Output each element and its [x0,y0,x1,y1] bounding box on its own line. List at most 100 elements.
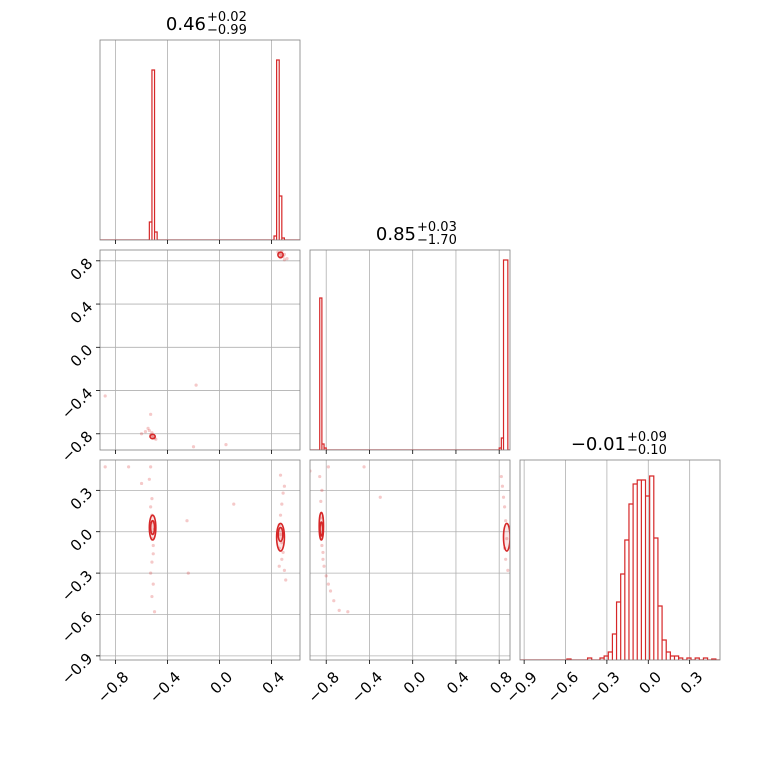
sample-point [281,550,285,555]
x-tick-label: −0.8 [94,668,132,706]
sample-point [504,519,508,523]
sample-point [328,589,333,593]
panel-background [310,460,510,660]
x-tick-label: 0.3 [677,668,707,698]
sample-point [150,497,154,501]
sample-point [278,532,283,537]
scatter-panel-2-1 [309,459,511,664]
param-title-plus: +0.02 [207,10,247,25]
sample-point [103,394,107,398]
histogram-step-line [100,59,300,240]
param-title-minus: −1.70 [417,233,457,248]
sample-point [146,426,150,430]
y-tick-label: 0.8 [67,254,97,284]
sample-point [150,594,154,599]
param-title-plus: +0.09 [627,430,667,445]
panel-contents [100,59,300,240]
sample-point [103,465,107,469]
sample-point [126,465,131,469]
y-tick-label: 0.4 [67,298,97,328]
density-contour [502,522,510,552]
param-title-plus: +0.03 [417,220,457,235]
histogram-panel-0 [99,39,301,244]
x-tick-label: −0.6 [544,668,582,706]
density-contour [277,251,284,259]
sample-point [501,495,506,499]
sample-point [321,557,325,561]
sample-point [322,564,326,568]
y-tick-label: 0.0 [67,525,97,555]
sample-point [278,252,283,256]
sample-point [143,430,148,434]
sample-point [337,608,341,612]
panel-background [100,460,300,660]
density-contour [149,519,156,536]
sample-point [280,502,284,506]
sample-point [280,557,284,561]
panel-contents [310,465,510,614]
param-title-value: 0.46 [166,14,206,35]
sample-point [151,552,155,556]
x-tick-label: 0.4 [259,668,289,698]
panel-background [520,460,720,660]
panel-frame [99,459,301,661]
y-tick-label: 0.0 [67,341,97,371]
x-tick-label: −0.8 [304,668,342,706]
panel-frame [519,459,721,661]
panel-background [310,250,510,450]
sample-point [282,568,287,572]
sample-point [147,428,151,433]
histogram-panel-1 [309,249,511,454]
sample-point [151,582,155,586]
param-title-value: −0.01 [571,434,626,455]
param-title-minus: −0.10 [627,443,667,458]
histogram-step-line [520,475,720,660]
sample-point [346,610,350,614]
x-tick-label: 0.0 [400,668,430,698]
panel-background [100,40,300,240]
sample-point [149,505,153,509]
scatter-panel-1-0 [96,249,301,454]
sample-point [378,495,382,499]
y-tick-label: −0.3 [58,567,96,605]
sample-point [149,571,153,575]
panel-frame [309,249,511,451]
sample-point [326,582,330,586]
y-tick-label: −0.8 [58,427,96,465]
sample-point [185,519,189,523]
sample-point [332,599,336,603]
sample-point [278,473,283,477]
sample-point [194,383,198,387]
x-tick-label: 0.0 [207,668,237,698]
panel-contents [103,250,289,449]
sample-point [147,477,151,481]
sample-point [326,465,330,469]
panel-frame [99,249,301,451]
sample-point [232,502,236,506]
sample-point [318,474,322,479]
panel-contents [520,475,720,660]
sample-point [150,560,154,564]
sample-point [362,465,366,469]
y-tick-label: −0.6 [58,608,96,646]
x-tick-label: −0.3 [585,668,623,706]
sample-point [277,564,281,568]
density-contour [319,521,324,537]
sample-point [191,445,196,449]
sample-point [281,491,285,495]
density-contour [149,433,156,440]
sample-point [149,465,153,469]
panel-background [100,250,300,450]
y-tick-label: 0.3 [67,484,97,514]
sample-point [324,574,328,578]
x-tick-label: −0.4 [348,668,386,706]
sample-point [151,543,155,548]
panel-contents [103,465,288,614]
sample-point [139,432,144,436]
sample-point [321,550,325,555]
x-tick-label: 0.0 [635,668,665,698]
sample-point [282,484,287,488]
sample-point [320,488,324,492]
x-tick-label: −0.4 [146,668,184,706]
